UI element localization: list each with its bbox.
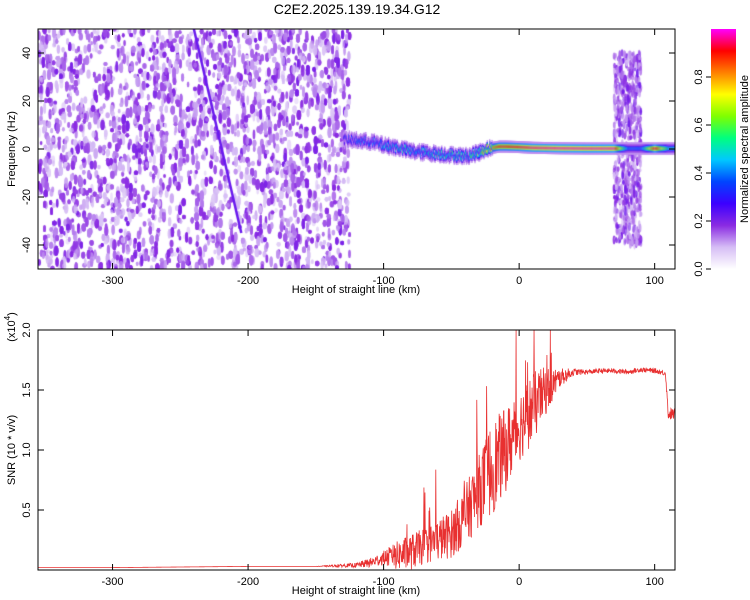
colorbar-tick-label-4: 0.8 — [693, 69, 705, 84]
snr-background — [38, 330, 675, 570]
snr-y-multiplier-base: (x10 — [6, 320, 18, 341]
spectrogram-y-tick-label-3: 20 — [21, 95, 33, 107]
snr-x-tick-label-3: 0 — [516, 576, 522, 588]
spectrogram-y-tick-label-1: -20 — [21, 189, 33, 205]
spectrogram-x-axis: -300 -200 -100 0 100 — [102, 29, 664, 287]
colorbar: 0.0 0.2 0.4 0.6 0.8 Normalized spectral ampl… — [693, 29, 750, 277]
snr-y-multiplier: (x104) — [3, 312, 18, 342]
snr-y-tick-label-1: 1.0 — [21, 442, 33, 457]
snr-series — [38, 329, 676, 570]
colorbar-tick-label-2: 0.4 — [693, 165, 705, 180]
snr-y-tick-label-0: 0.5 — [21, 502, 33, 517]
spectrogram-x-tick-label-1: -200 — [237, 275, 259, 287]
snr-x-label: Height of straight line (km) — [292, 585, 420, 597]
snr-y-axis: 0.5 1.0 1.5 2.0 — [21, 322, 675, 518]
spectrogram-y-axis: -40 -20 0 20 40 — [21, 47, 675, 253]
colorbar-gradient — [711, 29, 736, 269]
colorbar-tick-label-0: 0.0 — [693, 261, 705, 276]
spectrogram-x-tick-label-3: 0 — [516, 275, 522, 287]
snr-y-multiplier-exponent: 4 — [3, 315, 12, 320]
spectrogram-y-tick-label-0: -40 — [21, 237, 33, 253]
spectrogram-image — [38, 29, 675, 269]
spectrogram-y-tick-label-2: 0 — [21, 146, 33, 152]
snr-y-tick-label-3: 2.0 — [21, 322, 33, 337]
spectrogram-y-label: Frequency (Hz) — [6, 111, 18, 187]
snr-y-tick-label-2: 1.5 — [21, 382, 33, 397]
spectrogram-x-tick-label-2: -100 — [373, 275, 395, 287]
spectrogram-x-tick-label-4: 100 — [645, 275, 663, 287]
snr-panel: -300 -200 -100 0 100 0.5 1.0 1.5 2.0 Height of … — [3, 312, 676, 597]
snr-y-label: SNR (10 * v/v) — [6, 415, 18, 485]
colorbar-label: Normalized spectral amplitude — [739, 75, 750, 223]
snr-x-axis: -300 -200 -100 0 100 — [102, 330, 664, 588]
snr-x-tick-label-4: 100 — [645, 576, 663, 588]
snr-y-multiplier-close: ) — [6, 312, 18, 316]
colorbar-tick-label-1: 0.2 — [693, 213, 705, 228]
snr-x-tick-label-1: -200 — [237, 576, 259, 588]
snr-line — [38, 329, 676, 570]
spectrogram-x-label: Height of straight line (km) — [292, 284, 420, 296]
snr-x-tick-label-2: -100 — [373, 576, 395, 588]
spectrogram-y-tick-label-4: 40 — [21, 47, 33, 59]
colorbar-ticks: 0.0 0.2 0.4 0.6 0.8 — [693, 69, 711, 277]
spectrogram-x-tick-label-0: -300 — [102, 275, 124, 287]
colorbar-tick-label-3: 0.6 — [693, 117, 705, 132]
snr-x-tick-label-0: -300 — [102, 576, 124, 588]
figure-title: C2E2.2025.139.19.34.G12 — [274, 1, 441, 17]
